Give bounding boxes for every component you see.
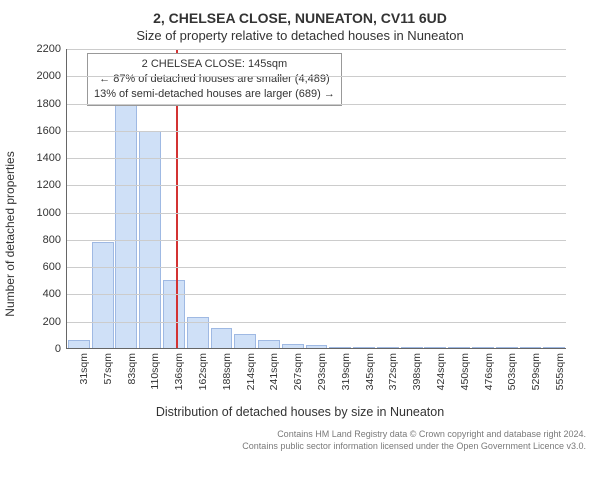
figure-title: 2, CHELSEA CLOSE, NUNEATON, CV11 6UD — [14, 10, 586, 26]
bar-column — [352, 49, 376, 348]
x-tick-label: 529sqm — [530, 353, 542, 390]
gridline — [67, 49, 566, 50]
credit-line: Contains public sector information licen… — [14, 441, 586, 453]
histogram-bar — [258, 340, 280, 348]
histogram-bar — [496, 347, 518, 348]
gridline — [67, 267, 566, 268]
x-axis-label: Distribution of detached houses by size … — [14, 405, 586, 419]
y-tick-label: 1600 — [37, 125, 61, 137]
histogram-bar — [211, 328, 233, 348]
gridline — [67, 294, 566, 295]
credit-line: Contains HM Land Registry data © Crown c… — [14, 429, 586, 441]
histogram-bar — [520, 347, 542, 348]
y-tick-label: 2000 — [37, 70, 61, 82]
histogram-bar — [401, 347, 423, 348]
bar-column — [519, 49, 543, 348]
gridline — [67, 322, 566, 323]
y-tick-label: 1200 — [37, 179, 61, 191]
x-tick-label: 450sqm — [459, 353, 471, 390]
bar-column — [447, 49, 471, 348]
y-tick-label: 200 — [43, 316, 61, 328]
bar-column — [471, 49, 495, 348]
x-tick-label: 476sqm — [483, 353, 495, 390]
figure-subtitle: Size of property relative to detached ho… — [14, 28, 586, 43]
x-tick-label: 319sqm — [340, 353, 352, 390]
x-tick-label: 162sqm — [197, 353, 209, 390]
x-tick-label: 424sqm — [435, 353, 447, 390]
histogram-bar — [543, 347, 565, 348]
histogram-bar — [306, 345, 328, 348]
x-tick-label: 136sqm — [173, 353, 185, 390]
x-tick-label: 555sqm — [554, 353, 566, 390]
gridline — [67, 158, 566, 159]
bar-column — [542, 49, 566, 348]
y-tick-label: 2200 — [37, 43, 61, 55]
x-ticks: 31sqm 57sqm 83sqm 110sqm 136sqm 162sqm 188sqm 2… — [66, 349, 566, 405]
x-tick-label: 293sqm — [316, 353, 328, 390]
annotation-line: ← 87% of detached houses are smaller (4,… — [94, 72, 335, 87]
bar-column — [423, 49, 447, 348]
histogram-bar — [448, 347, 470, 348]
credits: Contains HM Land Registry data © Crown c… — [14, 429, 586, 452]
gridline — [67, 104, 566, 105]
histogram-bar — [68, 340, 90, 348]
histogram-bar — [353, 347, 375, 348]
x-tick-label: 398sqm — [411, 353, 423, 390]
bar-column — [376, 49, 400, 348]
histogram-bar — [234, 334, 256, 348]
chart-area: Number of detached properties 2 CHELSEA … — [14, 49, 586, 419]
y-tick-label: 1800 — [37, 98, 61, 110]
x-tick-label: 267sqm — [292, 353, 304, 390]
histogram-bar — [329, 347, 351, 348]
x-tick-label: 83sqm — [126, 353, 138, 385]
x-tick-label: 503sqm — [506, 353, 518, 390]
bar-column — [495, 49, 519, 348]
histogram-bar — [282, 344, 304, 348]
annotation-line: 13% of semi-detached houses are larger (… — [94, 87, 335, 102]
bar-column — [400, 49, 424, 348]
plot-region: 2 CHELSEA CLOSE: 145sqm ← 87% of detache… — [66, 49, 566, 349]
histogram-bar — [472, 347, 494, 348]
gridline — [67, 76, 566, 77]
histogram-bar — [163, 280, 185, 348]
y-tick-label: 1400 — [37, 152, 61, 164]
x-tick-label: 57sqm — [102, 353, 114, 385]
x-tick-label: 241sqm — [268, 353, 280, 390]
y-tick-label: 0 — [55, 343, 61, 355]
annotation-box: 2 CHELSEA CLOSE: 145sqm ← 87% of detache… — [87, 53, 342, 106]
histogram-bar — [115, 105, 137, 348]
histogram-bar — [424, 347, 446, 348]
x-tick-label: 372sqm — [387, 353, 399, 390]
x-tick-label: 31sqm — [78, 353, 90, 385]
gridline — [67, 213, 566, 214]
y-tick-label: 600 — [43, 261, 61, 273]
y-tick-label: 400 — [43, 288, 61, 300]
x-tick-label: 214sqm — [245, 353, 257, 390]
figure-container: 2, CHELSEA CLOSE, NUNEATON, CV11 6UD Siz… — [0, 0, 600, 500]
gridline — [67, 240, 566, 241]
x-tick-label: 345sqm — [364, 353, 376, 390]
y-tick-label: 1000 — [37, 207, 61, 219]
gridline — [67, 185, 566, 186]
x-tick-label: 188sqm — [221, 353, 233, 390]
y-tick-label: 800 — [43, 234, 61, 246]
gridline — [67, 131, 566, 132]
y-axis-label: Number of detached properties — [3, 151, 17, 316]
x-tick-label: 110sqm — [149, 353, 161, 390]
histogram-bar — [377, 347, 399, 348]
annotation-line: 2 CHELSEA CLOSE: 145sqm — [94, 57, 335, 72]
